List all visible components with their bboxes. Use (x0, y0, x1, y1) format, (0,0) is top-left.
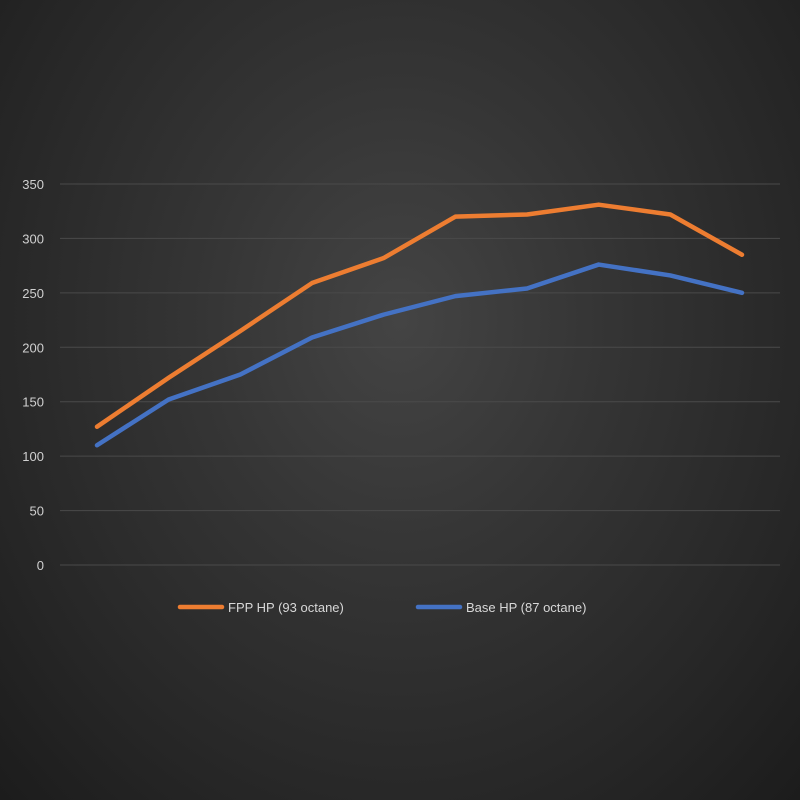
y-tick-label: 200 (22, 340, 44, 355)
series-line-0 (94, 202, 745, 430)
y-tick-label: 50 (30, 504, 44, 519)
y-tick-label: 100 (22, 449, 44, 464)
y-tick-label: 300 (22, 231, 44, 246)
series-line-1 (94, 262, 745, 448)
legend-label: FPP HP (93 octane) (228, 600, 344, 615)
y-tick-label: 0 (37, 558, 44, 573)
y-tick-label: 250 (22, 286, 44, 301)
y-tick-label: 350 (22, 177, 44, 192)
y-tick-label: 150 (22, 395, 44, 410)
legend-label: Base HP (87 octane) (466, 600, 586, 615)
